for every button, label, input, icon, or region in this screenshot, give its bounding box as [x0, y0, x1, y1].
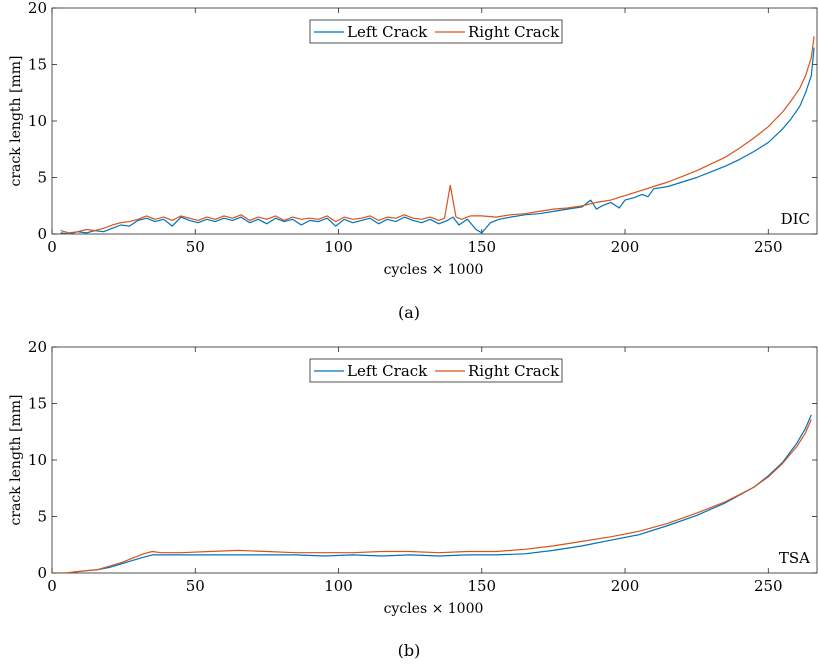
- legend: Left Crack Right Crack: [309, 19, 563, 44]
- x-tick-label: 100: [324, 238, 353, 256]
- legend-entry: Left Crack: [347, 23, 428, 41]
- legend-entry: Left Crack: [347, 362, 428, 380]
- x-tick-label: 150: [467, 238, 496, 256]
- y-tick-label: 5: [37, 508, 47, 526]
- y-tick-label: 20: [28, 0, 47, 17]
- legend-entry: Right Crack: [468, 23, 560, 41]
- y-tick-label: 5: [37, 169, 47, 187]
- x-tick-label: 100: [324, 577, 353, 595]
- panel-label: (a): [398, 303, 420, 322]
- series-line-right-crack: [52, 419, 812, 573]
- x-tick-label: 0: [47, 577, 57, 595]
- series-line-left-crack: [52, 414, 812, 573]
- x-tick-label: 50: [186, 577, 205, 595]
- x-tick-label: 150: [467, 577, 496, 595]
- y-tick-label: 15: [28, 395, 47, 413]
- chart-panel-a: 0 50 100 150 200 250 0 5 10 15 20 cycles × 1000 crac…: [8, 0, 818, 322]
- y-tick-label: 10: [28, 451, 47, 469]
- x-axis-label: cycles × 1000: [384, 601, 484, 617]
- legend: Left Crack Right Crack: [309, 358, 563, 383]
- y-tick-label: 10: [28, 112, 47, 130]
- y-tick-label: 0: [37, 225, 47, 243]
- x-tick-label: 200: [611, 238, 640, 256]
- y-tick-label: 20: [28, 338, 47, 356]
- x-tick-label: 0: [47, 238, 57, 256]
- x-tick-label: 250: [754, 238, 783, 256]
- y-axis-label: crack length [mm]: [8, 395, 24, 526]
- series-line-right-crack: [60, 36, 815, 234]
- chart-panel-b: 0 50 100 150 200 250 0 5 10 15 20 cycles × 1000 crac…: [8, 338, 818, 660]
- x-tick-label: 250: [754, 577, 783, 595]
- y-axis-label: crack length [mm]: [8, 56, 24, 187]
- series-line-left-crack: [60, 47, 815, 234]
- x-tick-label: 50: [186, 238, 205, 256]
- y-tick-label: 0: [37, 564, 47, 582]
- panel-annotation: TSA: [779, 549, 810, 567]
- x-axis-label: cycles × 1000: [384, 262, 484, 278]
- x-tick-label: 200: [611, 577, 640, 595]
- panel-annotation: DIC: [781, 210, 810, 228]
- panel-label: (b): [398, 641, 421, 660]
- y-tick-label: 15: [28, 56, 47, 74]
- legend-entry: Right Crack: [468, 362, 560, 380]
